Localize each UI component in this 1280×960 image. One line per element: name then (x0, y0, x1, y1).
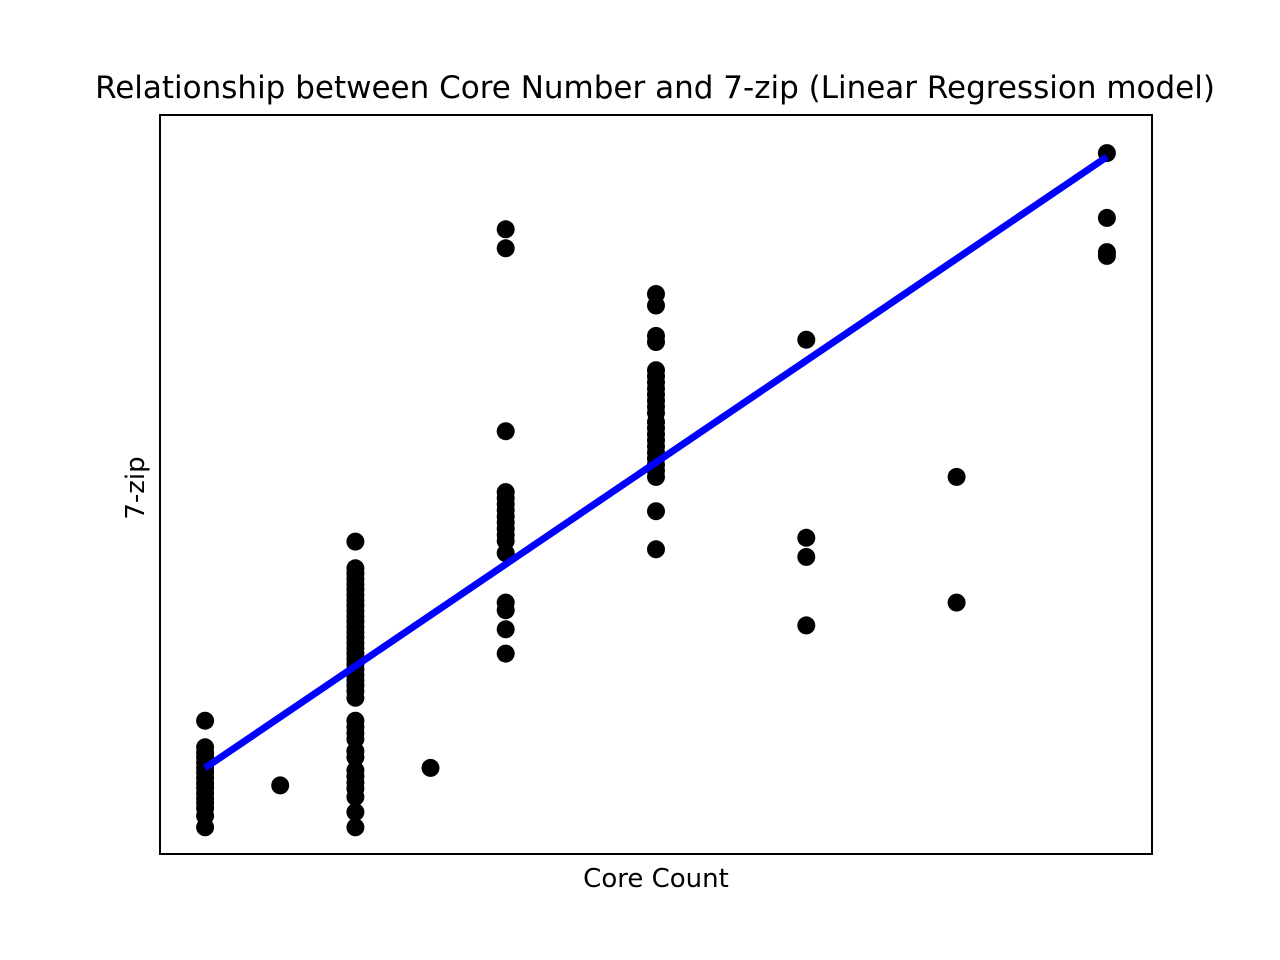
data-point (496, 220, 515, 239)
data-point (647, 467, 665, 486)
data-point (1097, 208, 1116, 227)
data-point (196, 711, 215, 730)
data-point (496, 601, 515, 620)
data-point (647, 540, 665, 559)
data-point (947, 593, 966, 612)
data-point (496, 239, 515, 258)
data-point (797, 616, 816, 635)
chart-title: Relationship between Core Number and 7-z… (95, 70, 1215, 106)
data-point (346, 818, 365, 837)
data-point (346, 532, 365, 551)
data-point (947, 467, 966, 486)
data-point (346, 748, 365, 767)
data-point (647, 502, 665, 521)
data-point (421, 758, 440, 777)
data-point (346, 803, 365, 822)
x-axis-label: Core Count (583, 864, 729, 894)
data-point (496, 422, 515, 441)
data-point (797, 330, 816, 349)
data-point (196, 818, 215, 837)
data-point (797, 528, 816, 547)
data-point (1097, 246, 1116, 265)
data-point (271, 776, 290, 795)
plot-frame (159, 114, 1153, 855)
data-point (346, 688, 365, 707)
data-point (647, 333, 665, 351)
data-point (496, 620, 515, 639)
plot-layer (196, 144, 1116, 837)
data-point (496, 644, 515, 663)
regression-line (203, 154, 1109, 771)
data-point (346, 787, 365, 806)
data-point (797, 547, 816, 566)
y-axis-label: 7-zip (121, 456, 151, 519)
data-point (647, 296, 665, 315)
